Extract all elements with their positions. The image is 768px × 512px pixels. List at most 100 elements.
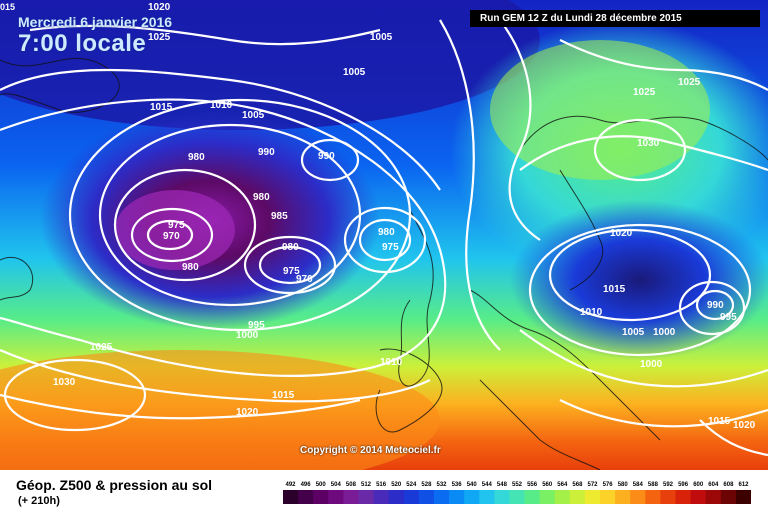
scale-swatch: [434, 490, 450, 504]
isobar-label: 975: [283, 266, 300, 277]
scale-tick-label: 504: [331, 482, 342, 488]
scale-tick-label: 540: [467, 482, 478, 488]
scale-tick-label: 524: [406, 482, 417, 488]
scale-tick-label: 548: [497, 482, 508, 488]
isobar-label: 1015: [708, 416, 731, 427]
scale-tick-label: 516: [376, 482, 387, 488]
scale-swatch: [494, 490, 510, 504]
scale-swatch: [464, 490, 480, 504]
isobar-label: 980: [182, 262, 199, 273]
scale-swatch: [524, 490, 541, 504]
isobar-label: 990: [318, 151, 335, 162]
ridge-core: [490, 40, 710, 180]
scale-swatch: [343, 490, 359, 504]
isobar-label: 1020: [733, 420, 756, 431]
isobar-label: 1020: [236, 407, 259, 418]
copyright-notice: Copyright © 2014 Meteociel.fr: [300, 445, 441, 456]
isobar-labels: 1020 1025 1005 1005 1015 1010 1005 980 9…: [53, 2, 756, 431]
scale-tick-label: 556: [527, 482, 538, 488]
scale-tick-label: 596: [678, 482, 689, 488]
scale-tick-label: 552: [512, 482, 523, 488]
scale-swatch: [735, 490, 751, 504]
scale-tick-label: 576: [603, 482, 614, 488]
isobar-label: 1000: [653, 327, 676, 338]
scale-swatch: [373, 490, 390, 504]
scale-swatch: [283, 490, 299, 504]
weather-map: 1020 1025 1005 1005 1015 1010 1005 980 9…: [0, 0, 768, 470]
scale-swatch: [600, 490, 616, 504]
isobar-label: 1020: [148, 2, 171, 13]
scale-swatch: [554, 490, 571, 504]
scale-tick-label: 520: [391, 482, 402, 488]
coastlines: [0, 57, 768, 470]
isobar-label: 990: [707, 300, 724, 311]
scale-tick-label: 600: [693, 482, 704, 488]
model-run-label: Run GEM 12 Z du Lundi 28 décembre 2015: [470, 10, 760, 27]
scale-tick-label: 568: [572, 482, 583, 488]
scale-swatch: [449, 490, 465, 504]
scale-swatch: [705, 490, 722, 504]
isobar-label: 975: [168, 220, 185, 231]
scale-tick-label: 572: [587, 482, 598, 488]
isobar-label: 1005: [343, 67, 366, 78]
chart-title: Géop. Z500 & pression au sol: [16, 477, 213, 493]
isobar-label: 1020: [610, 228, 633, 239]
warm-south-atlantic: [0, 350, 440, 470]
scale-tick-label: 496: [301, 482, 312, 488]
isobar-label: 1030: [53, 377, 76, 388]
isobar-label: 995: [720, 312, 737, 323]
scale-swatch: [630, 490, 646, 504]
scale-swatch: [720, 490, 737, 504]
isobars: [0, 19, 768, 457]
map-canvas: 1020 1025 1005 1005 1015 1010 1005 980 9…: [0, 0, 768, 470]
isobar-label: 1005: [622, 327, 645, 338]
scale-swatch: [660, 490, 676, 504]
scale-swatch: [313, 490, 329, 504]
scale-swatch: [690, 490, 707, 504]
corner-isobar-label: 015: [0, 2, 16, 12]
scale-tick-label: 512: [361, 482, 372, 488]
scale-tick-label: 604: [708, 482, 719, 488]
scale-swatch: [328, 490, 344, 504]
isobar-label: 1010: [210, 100, 233, 111]
scale-swatch: [403, 490, 420, 504]
isobar-label: 1005: [242, 110, 265, 121]
scale-tick-label: 492: [285, 482, 296, 488]
isobar-label: 1005: [370, 32, 393, 43]
scale-tick-label: 612: [738, 482, 749, 488]
scale-tick-label: 564: [557, 482, 568, 488]
isobar-label: 980: [188, 152, 205, 163]
scale-tick-label: 544: [482, 482, 493, 488]
scale-tick-label: 560: [542, 482, 553, 488]
scale-swatch: [418, 490, 435, 504]
isobar-label: 1025: [678, 77, 701, 88]
scale-tick-label: 584: [633, 482, 644, 488]
isobar-label: 1010: [580, 307, 603, 318]
forecast-hour: (+ 210h): [18, 495, 60, 507]
scale-swatch: [569, 490, 586, 504]
isobar-label: 970: [163, 231, 180, 242]
scale-swatch: [675, 490, 692, 504]
forecast-date: Mercredi 6 janvier 2016: [18, 14, 173, 30]
scale-tick-label: 536: [452, 482, 463, 488]
cold-pool-north: [0, 0, 540, 130]
forecast-time: 7:00 locale: [18, 30, 147, 57]
scale-swatch: [584, 490, 601, 504]
isobar-label: 985: [271, 211, 288, 222]
isobar-label: 980: [282, 242, 299, 253]
scale-swatch: [509, 490, 526, 504]
isobar-label: 1025: [90, 342, 113, 353]
trough-central-europe: [510, 200, 768, 360]
isobar-label: 975: [382, 242, 399, 253]
isobar-label: 1015: [272, 390, 295, 401]
scale-swatch: [539, 490, 556, 504]
scale-tick-label: 588: [648, 482, 659, 488]
scale-swatch: [388, 490, 405, 504]
isobar-label: 1000: [640, 359, 663, 370]
isobar-label: 980: [378, 227, 395, 238]
isobar-label: 1000: [236, 330, 259, 341]
isobar-label: 1025: [148, 32, 171, 43]
scale-tick-label: 580: [618, 482, 629, 488]
scale-tick-label: 532: [436, 482, 447, 488]
scale-swatch: [645, 490, 661, 504]
